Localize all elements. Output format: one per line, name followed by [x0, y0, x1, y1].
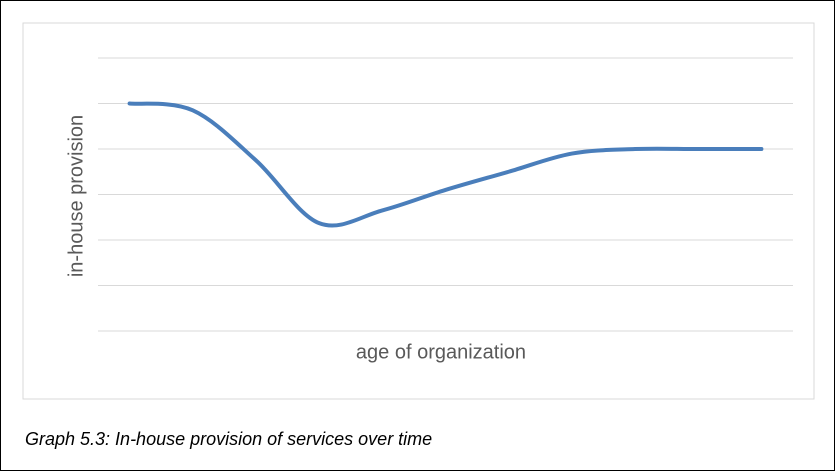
caption: Graph 5.3: In-house provision of service…: [25, 429, 433, 449]
line: [127, 101, 764, 228]
y-axis-label: in-house provision: [65, 115, 87, 277]
x-axis-label: age of organization: [356, 341, 526, 363]
chart-area: [22, 22, 815, 400]
